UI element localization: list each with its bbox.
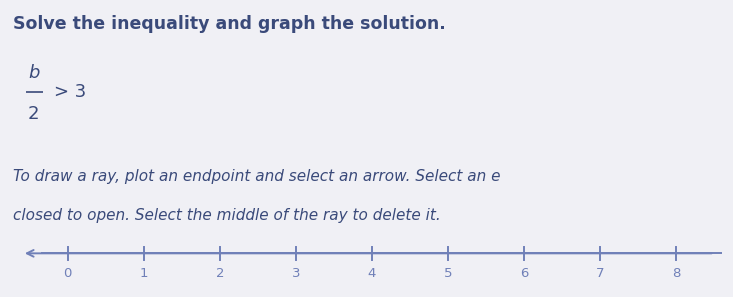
Text: 8: 8 — [672, 267, 680, 280]
Text: 3: 3 — [292, 267, 300, 280]
Text: b: b — [28, 64, 40, 82]
Text: 0: 0 — [64, 267, 72, 280]
Text: 2: 2 — [28, 105, 40, 123]
Text: > 3: > 3 — [54, 83, 86, 101]
Text: 5: 5 — [444, 267, 452, 280]
Text: 1: 1 — [139, 267, 148, 280]
Text: 2: 2 — [216, 267, 224, 280]
Text: To draw a ray, plot an endpoint and select an arrow. Select an e: To draw a ray, plot an endpoint and sele… — [13, 169, 501, 184]
Text: Solve the inequality and graph the solution.: Solve the inequality and graph the solut… — [13, 15, 446, 33]
Text: 4: 4 — [368, 267, 376, 280]
Text: 7: 7 — [596, 267, 605, 280]
Text: 6: 6 — [520, 267, 528, 280]
Text: closed to open. Select the middle of the ray to delete it.: closed to open. Select the middle of the… — [13, 208, 441, 223]
